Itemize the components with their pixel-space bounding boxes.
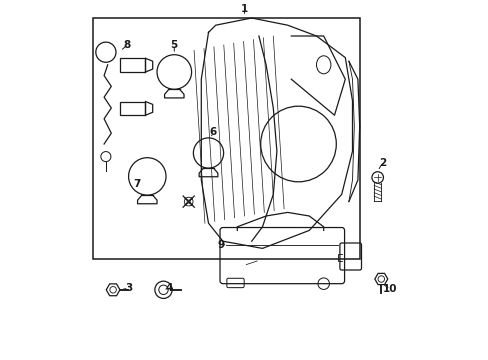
Text: 7: 7 [133, 179, 140, 189]
Circle shape [155, 281, 172, 298]
Text: 6: 6 [209, 127, 216, 138]
Text: 10: 10 [382, 284, 397, 294]
Text: 4: 4 [165, 283, 173, 293]
Text: 9: 9 [217, 240, 224, 250]
Bar [93, 18, 359, 259]
Text: 8: 8 [123, 40, 131, 50]
Text: 1: 1 [241, 4, 247, 14]
Text: 2: 2 [378, 158, 386, 168]
Text: 3: 3 [125, 283, 132, 293]
Bar [120, 58, 145, 72]
Circle shape [371, 172, 383, 183]
Text: 5: 5 [170, 40, 178, 50]
Bar [120, 102, 145, 115]
